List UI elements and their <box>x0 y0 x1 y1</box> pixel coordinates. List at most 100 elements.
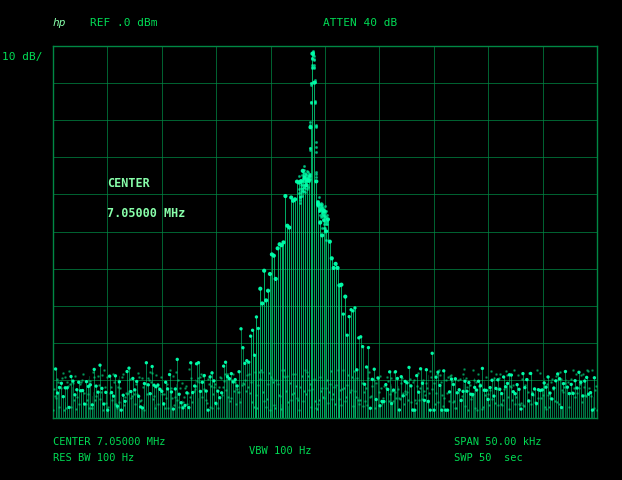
Point <box>307 54 317 62</box>
Point <box>305 380 315 388</box>
Point <box>392 385 402 393</box>
Point <box>297 171 307 179</box>
Point <box>411 399 421 407</box>
Point <box>448 398 458 406</box>
Point <box>338 310 348 318</box>
Point <box>333 264 343 272</box>
Point <box>107 396 117 404</box>
Point <box>313 199 323 206</box>
Point <box>299 387 309 395</box>
Point <box>369 365 379 373</box>
Point <box>430 400 440 408</box>
Point <box>577 398 587 406</box>
Point <box>547 375 557 383</box>
Point <box>537 391 547 399</box>
Point <box>195 387 205 395</box>
Point <box>484 401 494 409</box>
Point <box>272 380 282 388</box>
Point <box>560 368 570 375</box>
Point <box>78 371 88 378</box>
Point <box>336 401 346 409</box>
Point <box>363 344 373 351</box>
Point <box>106 389 116 396</box>
Point <box>309 375 318 383</box>
Point <box>267 251 277 258</box>
Text: CENTER: CENTER <box>108 177 150 190</box>
Point <box>253 324 263 332</box>
Point <box>514 385 524 393</box>
Point <box>238 379 248 386</box>
Point <box>97 384 107 392</box>
Point <box>314 203 324 211</box>
Point <box>64 367 74 375</box>
Text: ATTEN 40 dB: ATTEN 40 dB <box>323 18 397 28</box>
Point <box>229 387 239 395</box>
Point <box>271 275 281 283</box>
Point <box>470 384 480 391</box>
Point <box>74 378 84 386</box>
Point <box>320 207 330 215</box>
Point <box>284 224 294 231</box>
Point <box>343 371 353 379</box>
Point <box>284 398 294 406</box>
Point <box>300 181 310 189</box>
Point <box>81 400 91 408</box>
Point <box>88 368 98 376</box>
Point <box>234 389 244 396</box>
Point <box>216 374 226 382</box>
Point <box>359 388 369 396</box>
Point <box>295 193 305 201</box>
Point <box>385 368 395 376</box>
Point <box>147 369 157 377</box>
Point <box>172 396 182 404</box>
Point <box>318 204 328 212</box>
Point <box>441 406 451 414</box>
Point <box>255 375 265 383</box>
Point <box>52 389 62 397</box>
Point <box>485 384 495 391</box>
Point <box>312 178 322 185</box>
Point <box>332 381 341 389</box>
Point <box>303 168 313 175</box>
Point <box>116 406 126 414</box>
Point <box>263 287 273 295</box>
Point <box>66 372 76 380</box>
Point <box>91 392 101 400</box>
Point <box>480 386 490 394</box>
Point <box>118 391 128 399</box>
Point <box>302 185 312 192</box>
Point <box>295 192 305 199</box>
Point <box>85 381 95 389</box>
Point <box>95 396 104 403</box>
Point <box>570 377 580 384</box>
Point <box>388 397 398 405</box>
Point <box>125 375 135 383</box>
Point <box>162 385 172 393</box>
Point <box>304 175 313 183</box>
Point <box>425 367 435 375</box>
Point <box>113 383 123 391</box>
Point <box>80 400 90 408</box>
Point <box>369 404 379 412</box>
Point <box>211 400 221 408</box>
Point <box>489 392 499 400</box>
Point <box>299 181 309 189</box>
Point <box>190 385 200 393</box>
Point <box>409 376 419 384</box>
Point <box>305 144 315 152</box>
Point <box>275 240 285 248</box>
Point <box>103 403 113 411</box>
Point <box>300 178 310 185</box>
Point <box>396 373 406 381</box>
Point <box>573 384 583 392</box>
Point <box>445 388 455 396</box>
Point <box>233 388 243 396</box>
Point <box>68 377 78 385</box>
Point <box>275 392 285 400</box>
Point <box>318 211 328 219</box>
Point <box>248 326 258 334</box>
Point <box>298 168 308 176</box>
Point <box>180 402 190 409</box>
Point <box>549 385 559 393</box>
Point <box>377 397 387 405</box>
